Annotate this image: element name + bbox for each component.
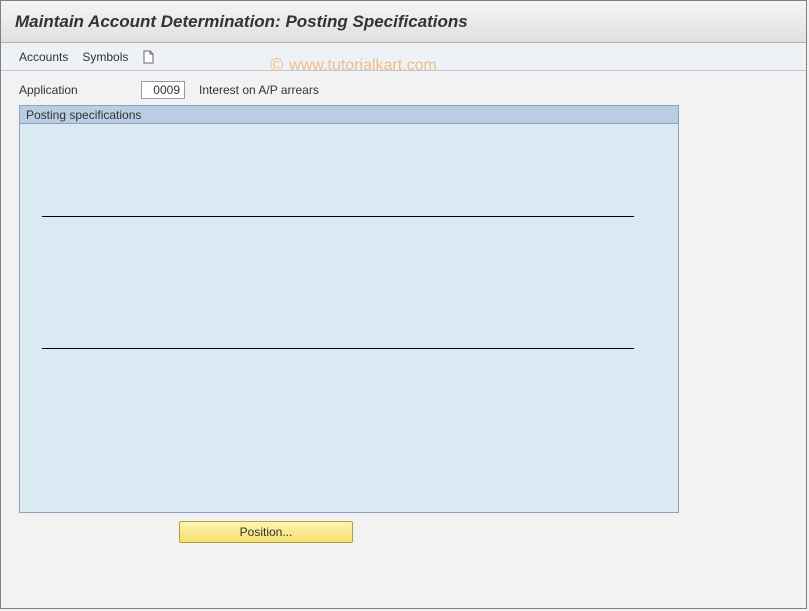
app-window: Maintain Account Determination: Posting …	[0, 0, 807, 609]
accounts-button[interactable]: Accounts	[19, 50, 68, 64]
panel-body	[19, 123, 679, 513]
toolbar: Accounts Symbols	[1, 43, 806, 71]
position-button[interactable]: Position...	[179, 521, 353, 543]
application-label: Application	[19, 83, 141, 97]
page-title: Maintain Account Determination: Posting …	[15, 12, 468, 32]
application-field-row: Application Interest on A/P arrears	[19, 81, 788, 99]
new-document-icon[interactable]	[142, 50, 156, 64]
button-row: Position...	[19, 521, 788, 543]
panel-header: Posting specifications	[19, 105, 679, 123]
application-input[interactable]	[141, 81, 185, 99]
posting-specifications-panel: Posting specifications	[19, 105, 679, 513]
separator-line-2	[42, 348, 634, 349]
title-bar: Maintain Account Determination: Posting …	[1, 1, 806, 43]
application-description: Interest on A/P arrears	[199, 83, 319, 97]
position-button-label: Position...	[240, 525, 293, 539]
form-area: Application Interest on A/P arrears Post…	[1, 71, 806, 543]
symbols-button[interactable]: Symbols	[82, 50, 128, 64]
separator-line-1	[42, 216, 634, 217]
